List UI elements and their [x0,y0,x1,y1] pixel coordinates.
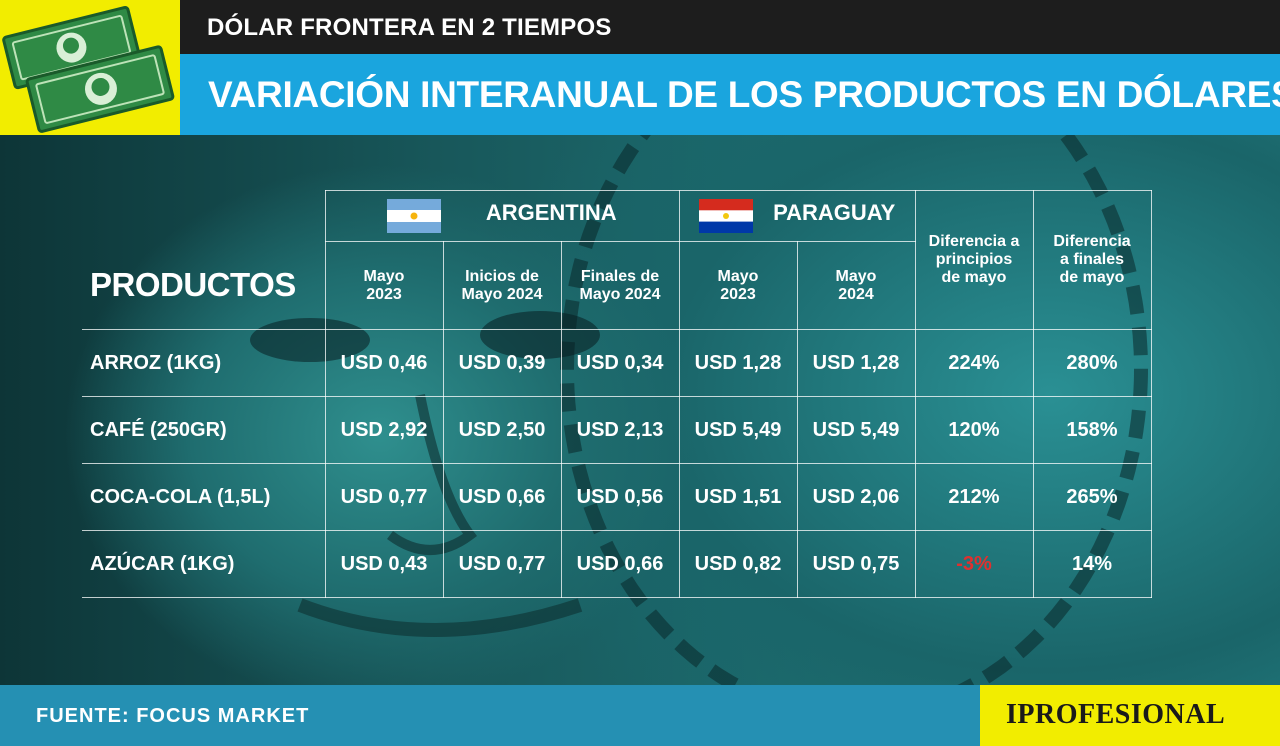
price-cell: USD 0,39 [442,329,562,397]
group-header-paraguay: PARAGUAY [678,190,916,242]
price-cell: USD 2,92 [324,396,444,464]
kicker-bar: DÓLAR FRONTERA EN 2 TIEMPOS [180,0,1280,54]
price-cell: USD 0,82 [678,530,798,598]
title-bar: VARIACIÓN INTERANUAL DE LOS PRODUCTOS EN… [180,54,1280,135]
table-row: CAFÉ (250GR) USD 2,92 USD 2,50 USD 2,13 … [82,396,1152,464]
paraguay-flag-icon [698,199,753,233]
column-header: Mayo 2023 [678,241,798,330]
country-label: ARGENTINA [485,200,617,226]
logo-box [0,0,180,135]
footer: FUENTE: FOCUS MARKET IPROFESIONAL [0,685,1280,746]
page-title: VARIACIÓN INTERANUAL DE LOS PRODUCTOS EN… [208,74,1280,115]
diff-start-cell: 212% [914,463,1034,531]
diff-start-cell: 120% [914,396,1034,464]
diff-end-cell: 265% [1032,463,1152,531]
diff-end-cell: 14% [1032,530,1152,598]
diff-end-cell: 158% [1032,396,1152,464]
price-cell: USD 0,77 [442,530,562,598]
table-row: ARROZ (1KG) USD 0,46 USD 0,39 USD 0,34 U… [82,329,1152,397]
price-cell: USD 0,43 [324,530,444,598]
diff-end-cell: 280% [1032,329,1152,397]
corner-empty [82,191,325,242]
price-cell: USD 0,77 [324,463,444,531]
diff-start-header: Diferencia a principios de mayo [914,190,1034,330]
diff-end-header: Diferencia a finales de mayo [1032,190,1152,330]
price-cell: USD 0,46 [324,329,444,397]
price-cell: USD 5,49 [678,396,798,464]
column-header: Finales de Mayo 2024 [560,241,680,330]
price-cell: USD 1,28 [678,329,798,397]
column-header: Mayo 2024 [796,241,916,330]
source-label: FUENTE: FOCUS MARKET [36,705,310,727]
product-name: AZÚCAR (1KG) [82,530,326,598]
footer-brand-bar: IPROFESIONAL [980,685,1280,746]
brand-logo: IPROFESIONAL [1006,699,1226,730]
country-label: PARAGUAY [773,200,896,226]
price-cell: USD 0,66 [442,463,562,531]
price-cell: USD 0,34 [560,329,680,397]
footer-source-bar: FUENTE: FOCUS MARKET [0,685,980,746]
diff-start-cell: -3% [914,530,1034,598]
price-cell: USD 0,56 [560,463,680,531]
price-cell: USD 0,66 [560,530,680,598]
product-name: ARROZ (1KG) [82,329,326,397]
price-cell: USD 2,13 [560,396,680,464]
banknotes-icon [2,6,175,133]
argentina-flag-icon [387,199,442,233]
price-cell: USD 0,75 [796,530,916,598]
price-cell: USD 5,49 [796,396,916,464]
productos-header: PRODUCTOS [90,266,296,304]
product-name: COCA-COLA (1,5L) [82,463,326,531]
column-header: Mayo 2023 [324,241,444,330]
column-header: Inicios de Mayo 2024 [442,241,562,330]
diff-start-cell: 224% [914,329,1034,397]
price-cell: USD 1,28 [796,329,916,397]
price-cell: USD 2,06 [796,463,916,531]
kicker-title: DÓLAR FRONTERA EN 2 TIEMPOS [207,14,612,41]
price-cell: USD 2,50 [442,396,562,464]
table-row: AZÚCAR (1KG) USD 0,43 USD 0,77 USD 0,66 … [82,530,1152,598]
product-name: CAFÉ (250GR) [82,396,326,464]
price-cell: USD 1,51 [678,463,798,531]
price-table: ARGENTINA PARAGUAY Diferencia a principi… [82,190,1152,598]
group-header-argentina: ARGENTINA [324,190,680,242]
table-row: COCA-COLA (1,5L) USD 0,77 USD 0,66 USD 0… [82,463,1152,531]
